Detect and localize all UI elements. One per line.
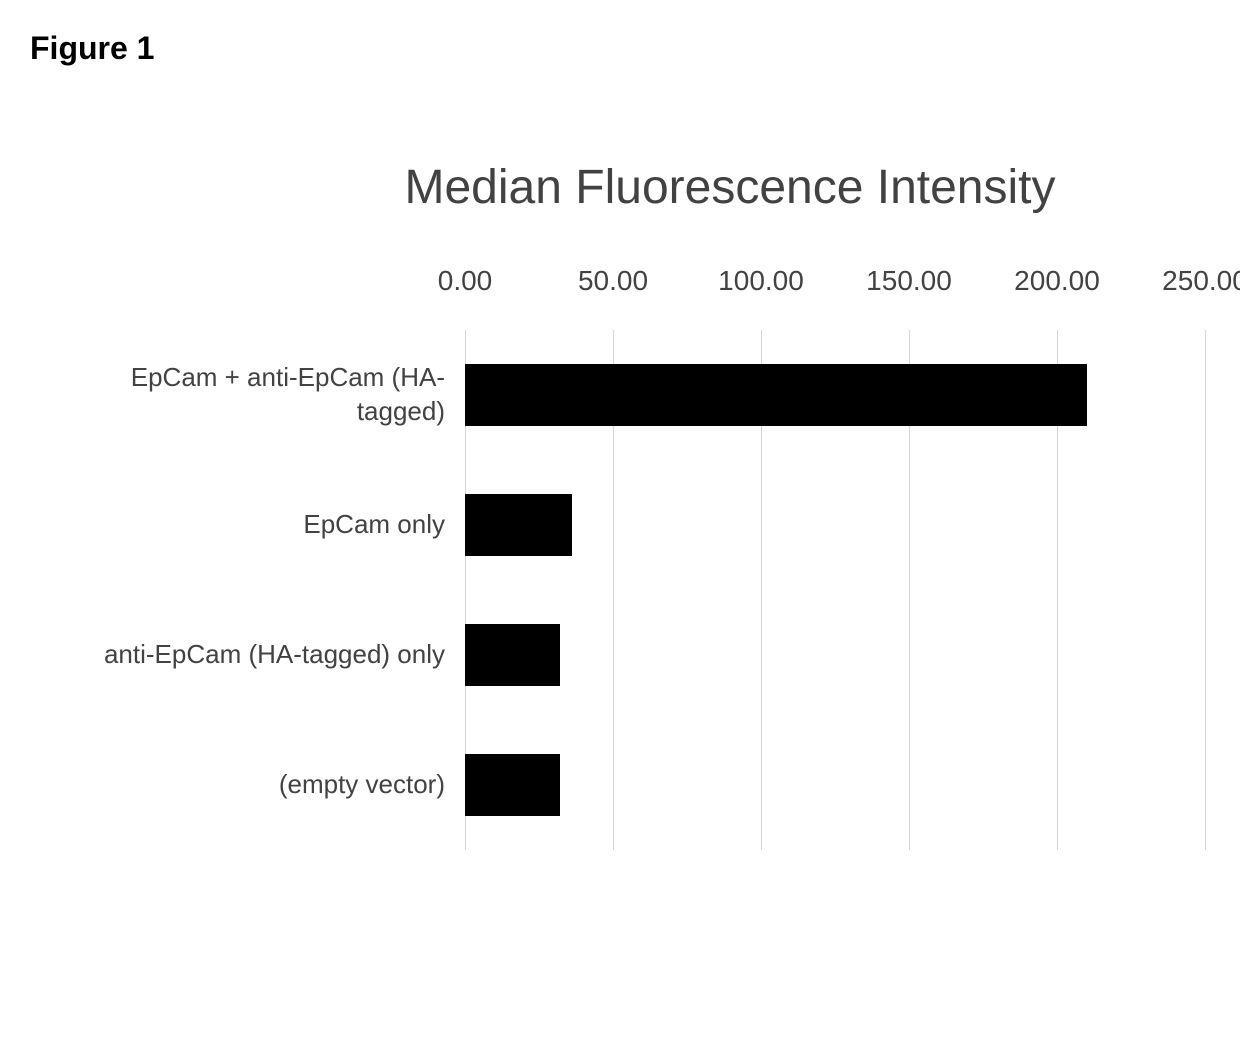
category-label-cell: EpCam + anti-EpCam (HA-tagged) bbox=[85, 330, 465, 460]
bar bbox=[465, 624, 560, 686]
x-axis-tick-label: 200.00 bbox=[1014, 265, 1100, 297]
plot-area bbox=[465, 330, 1205, 850]
bar-row bbox=[465, 460, 1205, 590]
gridline bbox=[1205, 330, 1206, 850]
bar bbox=[465, 364, 1087, 426]
category-label-cell: EpCam only bbox=[85, 460, 465, 590]
category-label: (empty vector) bbox=[279, 768, 445, 802]
chart-container: Median Fluorescence Intensity 0.00 50.00 1… bbox=[85, 160, 1205, 850]
figure-label: Figure 1 bbox=[30, 30, 154, 67]
category-label: anti-EpCam (HA-tagged) only bbox=[104, 638, 445, 672]
category-label-cell: anti-EpCam (HA-tagged) only bbox=[85, 590, 465, 720]
bars-layer bbox=[465, 330, 1205, 850]
x-axis-tick-label: 0.00 bbox=[438, 265, 493, 297]
x-axis-tick-label: 100.00 bbox=[718, 265, 804, 297]
bar-row bbox=[465, 330, 1205, 460]
category-label: EpCam + anti-EpCam (HA-tagged) bbox=[85, 361, 445, 429]
bar-row bbox=[465, 720, 1205, 850]
bar bbox=[465, 494, 572, 556]
bar bbox=[465, 754, 560, 816]
category-label-cell: (empty vector) bbox=[85, 720, 465, 850]
x-axis-row: 0.0050.00100.00150.00200.00250.00 bbox=[85, 265, 1205, 305]
x-axis-tick-label: 50.00 bbox=[578, 265, 648, 297]
category-label: EpCam only bbox=[303, 508, 445, 542]
x-axis-labels: 0.0050.00100.00150.00200.00250.00 bbox=[465, 265, 1205, 305]
bar-row bbox=[465, 590, 1205, 720]
axis-spacer bbox=[85, 265, 465, 305]
x-axis-tick-label: 250.00 bbox=[1162, 265, 1240, 297]
chart-title: Median Fluorescence Intensity bbox=[255, 160, 1205, 215]
chart-body: EpCam + anti-EpCam (HA-tagged) EpCam only… bbox=[85, 330, 1205, 850]
x-axis-tick-label: 150.00 bbox=[866, 265, 952, 297]
y-labels: EpCam + anti-EpCam (HA-tagged) EpCam only… bbox=[85, 330, 465, 850]
